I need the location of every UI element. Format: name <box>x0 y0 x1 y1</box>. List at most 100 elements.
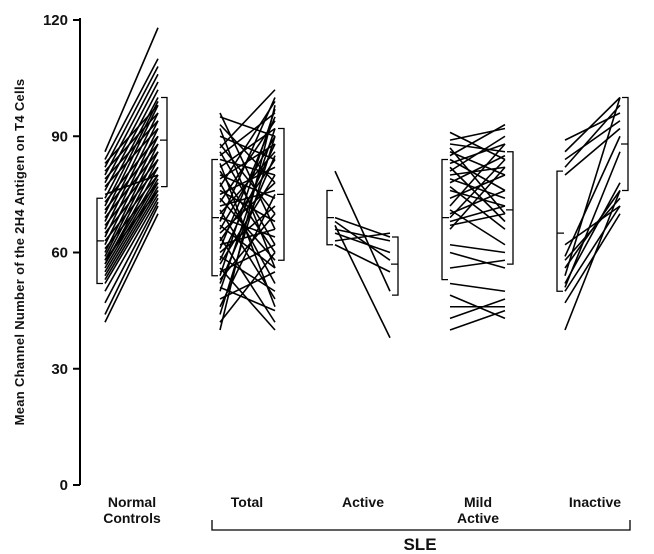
mean-sd-bracket-left <box>211 158 219 277</box>
y-tick-label: 120 <box>43 12 68 29</box>
paired-value-line <box>449 151 506 176</box>
paired-value-line <box>219 143 276 261</box>
paired-value-line <box>449 251 506 269</box>
paired-value-line <box>219 128 276 269</box>
mean-sd-bracket-right <box>391 236 399 296</box>
paired-value-line <box>219 136 276 315</box>
paired-value-line <box>449 309 506 331</box>
mean-sd-bracket-left <box>326 189 334 246</box>
paired-value-line <box>104 158 159 226</box>
paired-value-line <box>219 224 276 269</box>
paired-value-line <box>104 101 159 207</box>
paired-value-line <box>564 190 621 331</box>
paired-value-line <box>219 89 276 149</box>
category-label-line: Mild <box>464 494 492 510</box>
category-label: Total <box>231 494 263 510</box>
paired-value-line <box>564 135 621 257</box>
paired-value-line <box>104 205 159 315</box>
mean-sd-bracket-right <box>277 127 285 261</box>
paired-value-line <box>104 27 159 153</box>
paired-value-line <box>104 193 159 284</box>
y-tick-label: 60 <box>51 245 68 262</box>
group-3 <box>441 123 514 331</box>
paired-value-line <box>104 182 159 273</box>
paired-value-line <box>219 112 276 230</box>
group-brace: SLE <box>211 520 631 554</box>
paired-value-line <box>449 154 506 184</box>
paired-value-line <box>564 104 621 168</box>
y-tick-label: 0 <box>60 477 68 494</box>
paired-value-line <box>219 124 276 184</box>
paired-value-line <box>104 58 159 160</box>
paired-value-line <box>219 252 276 323</box>
paired-value-line <box>449 127 506 141</box>
paired-value-line <box>564 205 621 292</box>
paired-value-line <box>104 197 159 292</box>
category-label: Normal Controls <box>103 494 161 526</box>
paired-value-line <box>564 97 621 276</box>
paired-value-line <box>104 143 159 211</box>
paired-value-line <box>449 123 506 157</box>
paired-value-line <box>449 282 506 293</box>
group-1 <box>211 89 285 331</box>
paired-value-line <box>564 127 621 176</box>
category-label: Mild Active <box>457 494 499 526</box>
paired-value-line <box>219 143 276 180</box>
paired-value-line <box>219 174 276 265</box>
paired-value-line <box>219 135 276 161</box>
paired-value-line <box>219 271 276 300</box>
paired-value-line <box>104 81 159 184</box>
paired-value-line <box>449 166 506 230</box>
y-tick-label: 30 <box>51 361 68 378</box>
category-label-line: Total <box>231 494 263 510</box>
paired-value-line <box>449 135 506 172</box>
category-label-line: Inactive <box>569 494 621 510</box>
sle-group-label: SLE <box>403 535 436 554</box>
x-axis-labels: Normal Controls Total Active Mild Active Inact… <box>103 494 621 526</box>
paired-value-line <box>104 120 159 180</box>
paired-value-line <box>449 259 506 269</box>
paired-value-line <box>564 190 621 269</box>
category-label-line: Controls <box>103 510 161 526</box>
y-axis: 0 30 60 90 120 <box>43 12 81 494</box>
category-label: Active <box>342 494 384 510</box>
paired-value-line <box>449 212 506 227</box>
paired-value-line <box>219 216 276 238</box>
paired-value-line <box>449 158 506 219</box>
y-axis-label: Mean Channel Number of the 2H4 Antigen o… <box>12 79 27 426</box>
paired-value-line <box>449 143 506 207</box>
paired-value-line <box>104 112 159 172</box>
paired-value-line <box>334 228 391 242</box>
paired-value-line <box>219 112 276 157</box>
group-4 <box>556 96 629 331</box>
paired-value-line <box>449 166 506 223</box>
paired-value-line <box>564 151 621 288</box>
plot-area <box>96 27 629 339</box>
group-2 <box>326 170 399 339</box>
paired-value-line <box>449 174 506 199</box>
category-label-line: Normal <box>108 494 156 510</box>
paired-value-line <box>104 66 159 168</box>
paired-value-line <box>219 163 276 308</box>
category-label: Inactive <box>569 494 621 510</box>
paired-value-line <box>104 190 159 281</box>
category-label-line: Active <box>342 494 384 510</box>
paired-value-line <box>334 170 391 292</box>
paired-value-line <box>334 220 391 261</box>
paired-value-line <box>219 189 276 223</box>
paired-value-line <box>219 236 276 323</box>
paired-value-line <box>449 243 506 254</box>
paired-value-line <box>104 89 159 191</box>
paired-value-line <box>219 174 276 199</box>
paired-value-line <box>334 225 391 339</box>
paired-value-line <box>104 127 159 188</box>
paired-value-line <box>449 209 506 246</box>
y-tick-label: 90 <box>51 128 68 145</box>
paired-value-line <box>104 73 159 176</box>
paired-value-line <box>104 151 159 257</box>
paired-value-line <box>104 174 159 242</box>
paired-value-line <box>219 170 276 253</box>
mean-sd-bracket-right <box>506 151 514 265</box>
paired-value-line <box>334 244 391 273</box>
mean-sd-bracket-left <box>441 158 449 281</box>
